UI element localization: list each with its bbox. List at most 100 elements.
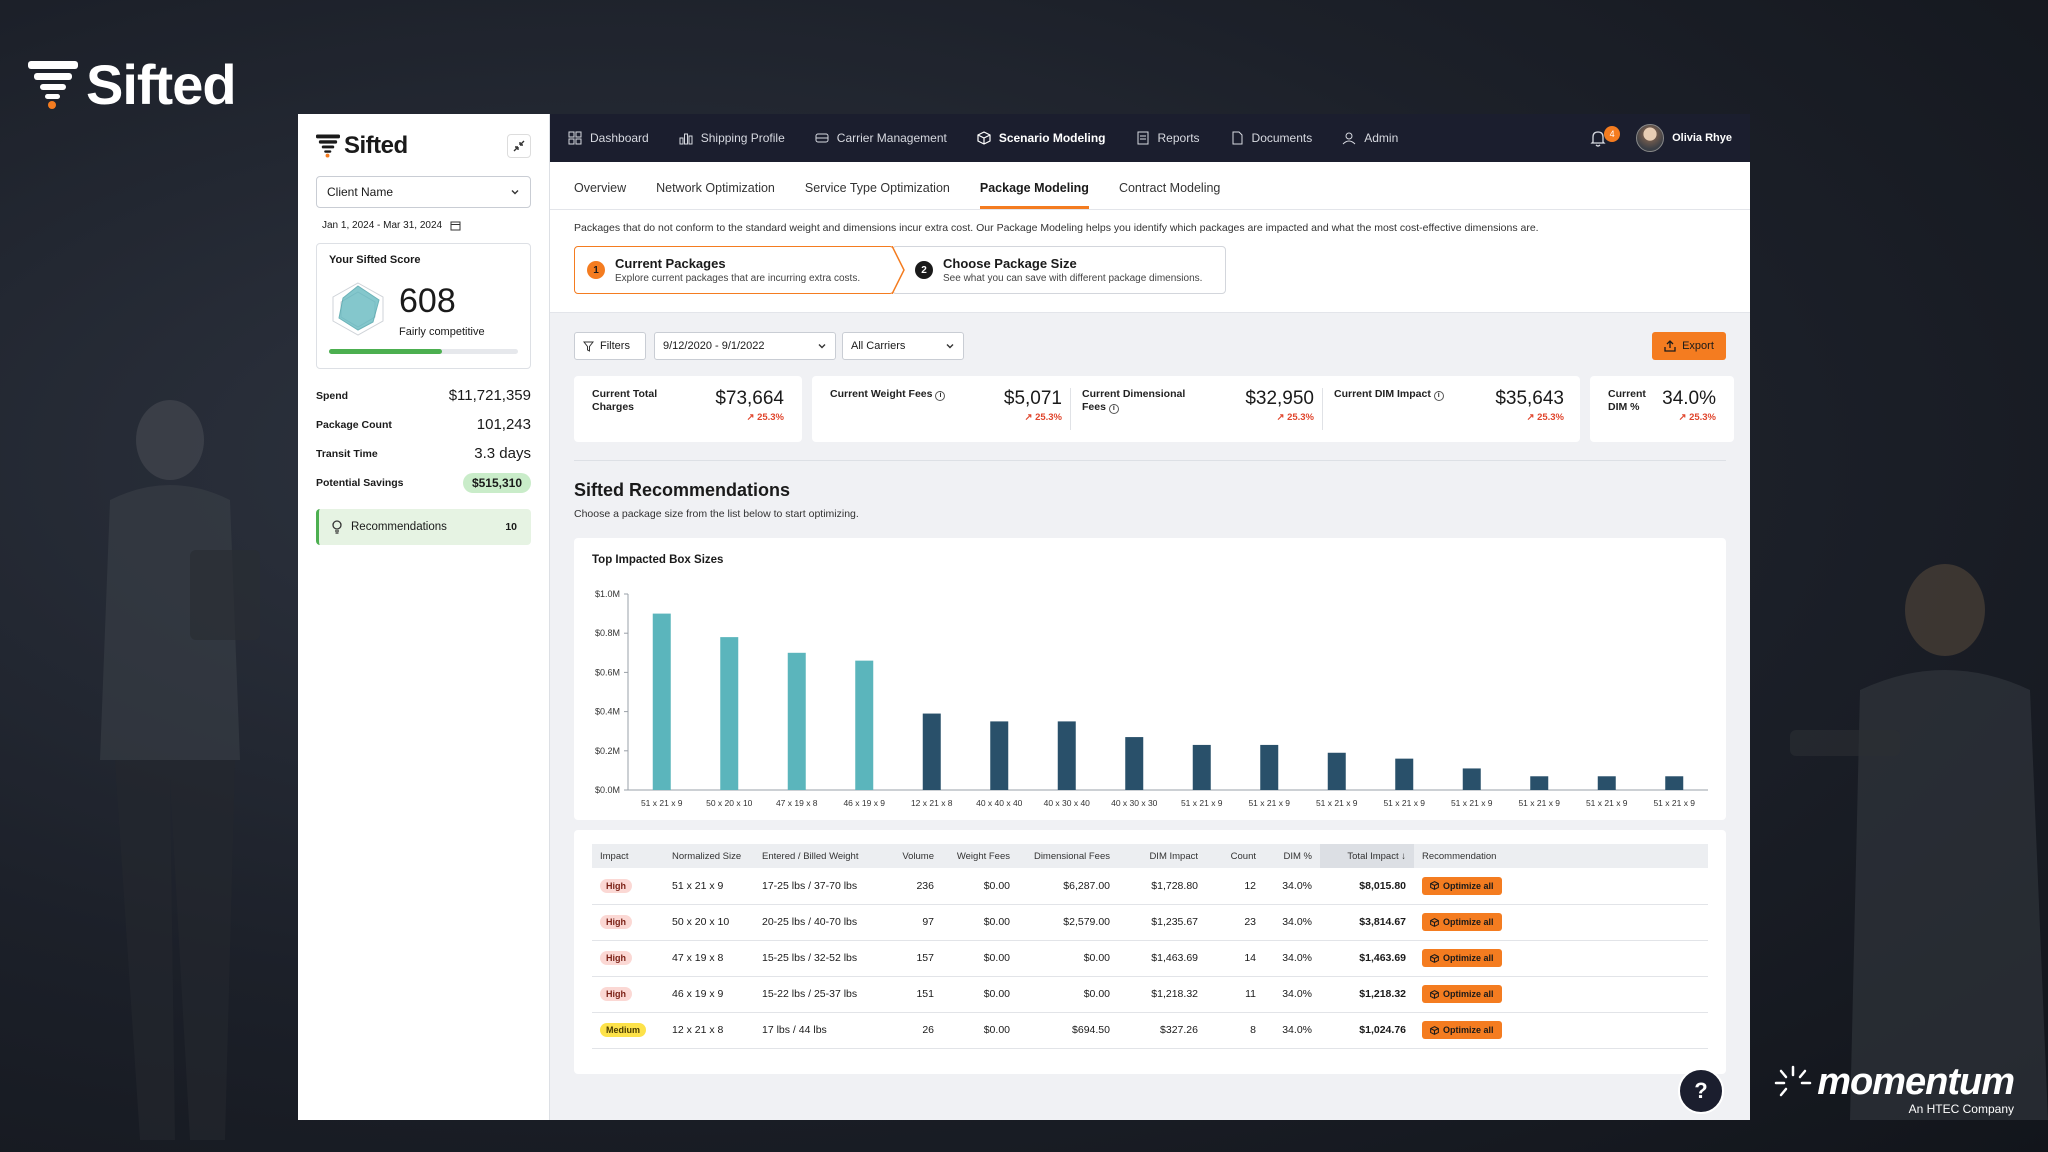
date-filter-select[interactable]: 9/12/2020 - 9/1/2022 xyxy=(654,332,836,360)
optimize-all-button[interactable]: Optimize all xyxy=(1422,876,1502,895)
client-select[interactable]: Client Name xyxy=(316,176,531,208)
date-range-text: Jan 1, 2024 - Mar 31, 2024 xyxy=(322,220,443,231)
y-tick-label: $0.4M xyxy=(595,707,620,717)
info-icon[interactable]: i xyxy=(1108,404,1119,414)
step-desc: See what you can save with different pac… xyxy=(943,273,1203,284)
table-row[interactable]: High 46 x 19 x 9 15-22 lbs / 25-37 lbs 1… xyxy=(592,976,1708,1013)
table-row[interactable]: High 51 x 21 x 9 17-25 lbs / 37-70 lbs 2… xyxy=(592,868,1708,905)
tab-contract-modeling[interactable]: Contract Modeling xyxy=(1118,181,1221,195)
momentum-burst-icon xyxy=(1774,1065,1812,1096)
cell-impact: High xyxy=(592,976,664,1013)
chevron-down-icon xyxy=(818,344,826,349)
nav-carrier-management[interactable]: Carrier Management xyxy=(815,131,947,145)
bar-chart-icon xyxy=(679,133,693,145)
bar[interactable] xyxy=(1327,752,1346,790)
col-normalized-size[interactable]: Normalized Size xyxy=(664,844,754,868)
cell-weight: 15-22 lbs / 25-37 lbs xyxy=(754,976,888,1013)
col-recommendation[interactable]: Recommendation xyxy=(1414,844,1708,868)
lightbulb-icon xyxy=(332,520,342,534)
carrier-filter-select[interactable]: All Carriers xyxy=(842,332,964,360)
tab-package-modeling[interactable]: Package Modeling xyxy=(979,181,1089,209)
y-tick-label: $0.6M xyxy=(595,667,620,677)
optimize-all-button[interactable]: Optimize all xyxy=(1422,985,1502,1003)
col-total-impact[interactable]: Total Impact ↓ xyxy=(1320,844,1414,868)
optimize-all-button[interactable]: Optimize all xyxy=(1422,949,1502,967)
cube-icon xyxy=(1430,917,1439,927)
y-tick-label: $0.8M xyxy=(595,628,620,638)
export-button[interactable]: Export xyxy=(1652,332,1726,360)
cell-count: 8 xyxy=(1206,1012,1264,1049)
bar[interactable] xyxy=(922,713,941,790)
bar[interactable] xyxy=(990,721,1009,790)
nav-label: Scenario Modeling xyxy=(998,131,1106,145)
nav-admin[interactable]: Admin xyxy=(1342,131,1398,145)
chart-title: Top Impacted Box Sizes xyxy=(592,554,724,566)
bar[interactable] xyxy=(1665,776,1684,790)
optimize-all-label: Optimize all xyxy=(1443,953,1494,963)
nav-reports[interactable]: Reports xyxy=(1136,131,1200,145)
help-button[interactable]: ? xyxy=(1678,1068,1724,1114)
sidebar-logo-text: Sifted xyxy=(344,132,408,159)
bar[interactable] xyxy=(1125,737,1144,790)
step-choose-package-size[interactable]: 2 Choose Package Size See what you can s… xyxy=(892,246,1226,294)
nav-dashboard[interactable]: Dashboard xyxy=(568,131,649,145)
tab-service-type-optimization[interactable]: Service Type Optimization xyxy=(804,181,950,195)
nav-label: Dashboard xyxy=(590,131,649,145)
nav-scenario-modeling[interactable]: Scenario Modeling xyxy=(977,131,1106,145)
stat-value: $11,721,359 xyxy=(448,387,531,404)
col-weight-fees[interactable]: Weight Fees xyxy=(942,844,1018,868)
date-range[interactable]: Jan 1, 2024 - Mar 31, 2024 xyxy=(316,220,531,231)
bar[interactable] xyxy=(855,660,874,790)
bar[interactable] xyxy=(787,652,806,790)
col-weight[interactable]: Entered / Billed Weight xyxy=(754,844,888,868)
table-row[interactable]: Medium 12 x 21 x 8 17 lbs / 44 lbs 26 $0… xyxy=(592,1012,1708,1049)
table-row[interactable]: High 50 x 20 x 10 20-25 lbs / 40-70 lbs … xyxy=(592,904,1708,941)
bar[interactable] xyxy=(1057,721,1076,790)
x-tick-label: 51 x 21 x 9 xyxy=(1248,798,1290,808)
collapse-button[interactable] xyxy=(507,134,531,158)
stat-label: Transit Time xyxy=(316,447,378,460)
cell-weight: 17-25 lbs / 37-70 lbs xyxy=(754,868,888,905)
bar[interactable] xyxy=(1530,776,1549,790)
impact-table-body: High 51 x 21 x 9 17-25 lbs / 37-70 lbs 2… xyxy=(592,868,1708,1049)
metric-dimensional-fees: Current Dimensional Fees i $32,950 ↗ 25.3… xyxy=(1082,388,1314,423)
table-row[interactable]: High 47 x 19 x 8 15-25 lbs / 32-52 lbs 1… xyxy=(592,940,1708,977)
recommendations-nav[interactable]: Recommendations 10 xyxy=(316,509,531,545)
filters-button[interactable]: Filters xyxy=(574,332,646,360)
col-dimensional-fees[interactable]: Dimensional Fees xyxy=(1018,844,1118,868)
col-dim-percent[interactable]: DIM % xyxy=(1264,844,1320,868)
col-dim-impact[interactable]: DIM Impact xyxy=(1118,844,1206,868)
bar[interactable] xyxy=(652,613,671,790)
cell-dim-percent: 34.0% xyxy=(1264,976,1320,1013)
cell-total-impact: $1,218.32 xyxy=(1320,976,1414,1013)
col-count[interactable]: Count xyxy=(1206,844,1264,868)
cell-volume: 151 xyxy=(888,976,942,1013)
optimize-all-button[interactable]: Optimize all xyxy=(1422,913,1502,931)
user-menu[interactable]: Olivia Rhye xyxy=(1636,124,1732,152)
step-current-packages[interactable]: 1 Current Packages Explore current packa… xyxy=(574,246,894,294)
bar[interactable] xyxy=(1597,776,1616,790)
stats-list: Spend $11,721,359 Package Count 101,243 … xyxy=(316,381,531,497)
tab-overview[interactable]: Overview xyxy=(574,181,627,195)
bar[interactable] xyxy=(1260,744,1279,790)
x-tick-label: 50 x 20 x 10 xyxy=(706,798,753,808)
nav-documents[interactable]: Documents xyxy=(1230,131,1312,145)
optimize-all-button[interactable]: Optimize all xyxy=(1422,1021,1502,1039)
cell-dim-impact: $1,218.32 xyxy=(1118,976,1206,1013)
info-icon[interactable]: i xyxy=(935,391,946,401)
bar[interactable] xyxy=(1192,744,1211,790)
cell-recommendation: Optimize all xyxy=(1414,940,1708,977)
metric-value: $35,643 xyxy=(1495,388,1564,409)
bar[interactable] xyxy=(1462,768,1481,790)
tab-network-optimization[interactable]: Network Optimization xyxy=(656,181,775,195)
notifications-button[interactable]: 4 xyxy=(1590,125,1621,147)
bar[interactable] xyxy=(1395,758,1414,790)
col-volume[interactable]: Volume xyxy=(888,844,942,868)
nav-shipping-profile[interactable]: Shipping Profile xyxy=(679,131,785,145)
info-icon[interactable]: i xyxy=(1433,391,1444,401)
bar[interactable] xyxy=(720,637,739,790)
truck-icon xyxy=(815,133,829,143)
col-impact[interactable]: Impact xyxy=(592,844,664,868)
intro-panel: Packages that do not conform to the stan… xyxy=(550,210,1750,313)
stat-potential-savings: Potential Savings $515,310 xyxy=(316,468,531,497)
